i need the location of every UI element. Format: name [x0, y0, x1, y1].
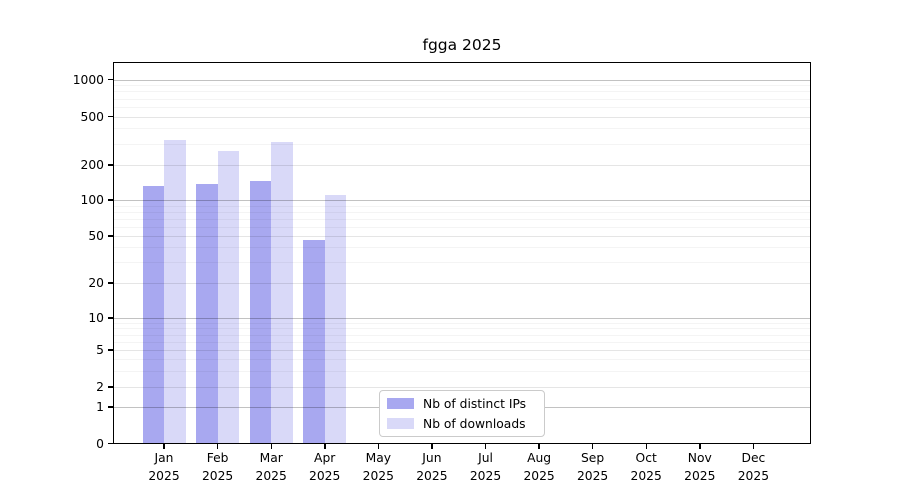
gridline	[113, 350, 811, 351]
x-tick-mark	[591, 444, 594, 449]
legend-swatch-downloads-icon	[387, 418, 414, 429]
gridline	[113, 165, 811, 166]
x-tick-label-jul: Jul 2025	[469, 451, 502, 483]
y-tick-mark	[108, 406, 113, 408]
gridline	[113, 226, 811, 228]
x-tick-label-aug: Aug 2025	[523, 451, 555, 483]
x-tick-mark	[484, 444, 487, 449]
y-tick-mark	[108, 442, 113, 445]
gridline	[113, 79, 811, 81]
x-tick-mark	[645, 444, 647, 449]
x-tick-label-nov: Nov 2025	[684, 451, 716, 483]
gridline	[113, 262, 811, 264]
y-tick-mark	[108, 386, 113, 388]
gridline	[113, 247, 811, 249]
bar-feb-distinct-ips	[196, 184, 218, 444]
gridline	[113, 128, 811, 130]
legend-label-distinct-ips: Nb of distinct IPs	[423, 396, 527, 411]
y-tick-mark	[108, 349, 113, 351]
legend-label-downloads: Nb of downloads	[423, 416, 526, 431]
gridline	[113, 211, 811, 213]
bar-jan-distinct-ips	[142, 186, 164, 444]
bar-feb-downloads	[217, 151, 240, 444]
x-tick-mark	[538, 444, 540, 449]
gridline	[113, 236, 811, 237]
gridline	[113, 370, 811, 372]
x-tick-label-oct: Oct 2025	[630, 451, 662, 483]
x-tick-label-may: May 2025	[362, 451, 394, 483]
x-tick-mark	[752, 444, 755, 449]
y-tick-mark	[108, 78, 113, 81]
y-tick-label: 50	[88, 229, 104, 243]
bar-apr-downloads	[324, 195, 347, 444]
x-tick-mark	[431, 444, 433, 449]
gridline	[113, 98, 811, 100]
y-tick-mark	[108, 235, 113, 237]
gridline	[113, 85, 811, 87]
legend: Nb of distinct IPs Nb of downloads	[379, 390, 545, 437]
bar-jan-downloads	[164, 140, 186, 444]
bar-apr-distinct-ips	[303, 240, 325, 444]
x-tick-label-dec: Dec 2025	[737, 451, 770, 483]
x-tick-label-apr: Apr 2025	[309, 451, 341, 483]
gridline	[113, 334, 811, 336]
legend-item-distinct-ips: Nb of distinct IPs	[387, 396, 544, 412]
y-tick-mark	[108, 164, 113, 166]
x-tick-mark	[270, 444, 272, 449]
gridline	[113, 116, 811, 118]
x-tick-mark	[699, 444, 701, 449]
y-tick-label: 10	[88, 311, 104, 325]
x-tick-label-jun: Jun 2025	[416, 451, 448, 483]
legend-swatch-distinct-ips-icon	[387, 398, 414, 409]
y-tick-label: 0	[96, 436, 104, 451]
y-tick-label: 100	[80, 193, 104, 207]
x-tick-mark	[324, 444, 326, 449]
gridline	[113, 205, 811, 207]
y-tick-label: 20	[88, 276, 104, 290]
x-tick-label-sep: Sep 2025	[576, 451, 609, 483]
x-tick-mark	[377, 444, 380, 449]
x-tick-label-feb: Feb 2025	[201, 451, 234, 483]
y-tick-label: 2	[96, 380, 104, 394]
gridline	[113, 341, 811, 343]
y-tick-label: 5	[96, 343, 104, 357]
x-tick-mark	[163, 444, 165, 449]
chart-title: fgga 2025	[422, 36, 502, 54]
gridline	[113, 143, 811, 145]
x-tick-mark	[216, 444, 219, 449]
plot-area	[113, 62, 811, 444]
y-tick-label: 1000	[72, 72, 104, 87]
y-tick-mark	[108, 317, 113, 319]
x-tick-label-mar: Mar 2025	[255, 451, 287, 483]
gridline	[113, 387, 811, 388]
y-tick-label: 500	[80, 109, 104, 124]
gridline	[113, 106, 811, 108]
y-tick-label: 200	[80, 158, 104, 172]
y-tick-mark	[108, 282, 113, 284]
gridline	[113, 200, 811, 201]
y-tick-mark	[108, 199, 113, 201]
legend-item-downloads: Nb of downloads	[387, 416, 544, 432]
gridline	[113, 218, 811, 220]
gridline	[113, 91, 811, 93]
gridline	[113, 283, 811, 284]
gridline	[113, 322, 811, 324]
gridline	[113, 318, 811, 319]
y-tick-label: 1	[96, 400, 104, 414]
bar-mar-distinct-ips	[249, 180, 272, 444]
x-tick-label-jan: Jan 2025	[148, 451, 180, 483]
bar-mar-downloads	[271, 142, 293, 444]
gridline	[113, 359, 811, 360]
gridline	[113, 328, 811, 330]
y-tick-mark	[108, 115, 113, 118]
